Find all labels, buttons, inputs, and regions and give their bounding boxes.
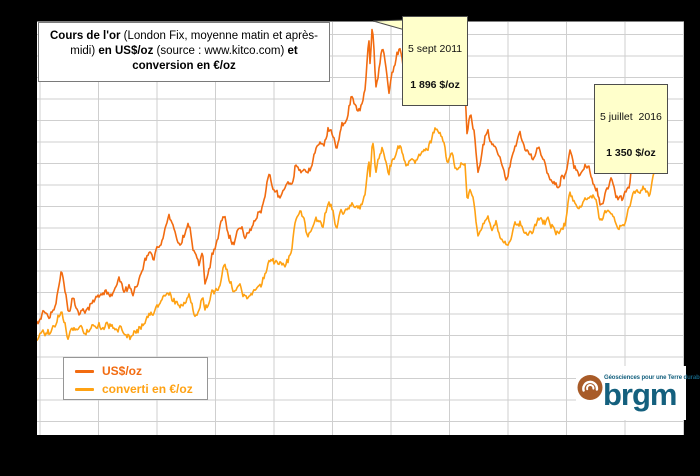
brgm-logo: Géosciences pour une Terre durable brgm <box>576 366 700 420</box>
series-line-eur <box>37 127 656 341</box>
title-segment: (London Fix, moyenne matin et après-midi… <box>70 30 318 57</box>
chart-title-box: Cours de l'or (London Fix, moyenne matin… <box>38 22 330 82</box>
brgm-wordmark: brgm <box>603 377 677 412</box>
title-segment: (source : www.kitco.com) <box>153 45 288 57</box>
legend-box: US$/oz converti en €/oz <box>63 357 208 400</box>
annotation-date: 5 sept 2011 <box>408 43 463 55</box>
annotation-callout-2011: 5 sept 2011 1 896 $/oz <box>402 16 469 106</box>
annotation-value: 1 350 $/oz <box>606 147 656 159</box>
brgm-swirl-icon <box>577 375 603 400</box>
price-curves-canvas <box>37 22 684 435</box>
annotation-value: 1 896 $/oz <box>410 79 460 91</box>
legend-label: US$/oz <box>102 364 143 378</box>
legend-label: converti en €/oz <box>102 382 193 396</box>
legend-item: US$/oz <box>75 362 207 380</box>
title-segment: et conversion en €/oz <box>132 45 298 72</box>
legend-line-swatch <box>75 387 94 391</box>
legend-item: converti en €/oz <box>75 380 207 398</box>
series-line-usd <box>37 28 656 325</box>
title-segment: en US$/oz <box>98 45 154 57</box>
brgm-tagline: Géosciences pour une Terre durable <box>604 375 700 381</box>
legend-line-swatch <box>75 369 94 373</box>
annotation-date: 5 juillet 2016 <box>600 111 662 123</box>
title-segment: Cours de l'or <box>50 30 121 42</box>
annotation-callout-2016: 5 juillet 2016 1 350 $/oz <box>594 84 668 174</box>
